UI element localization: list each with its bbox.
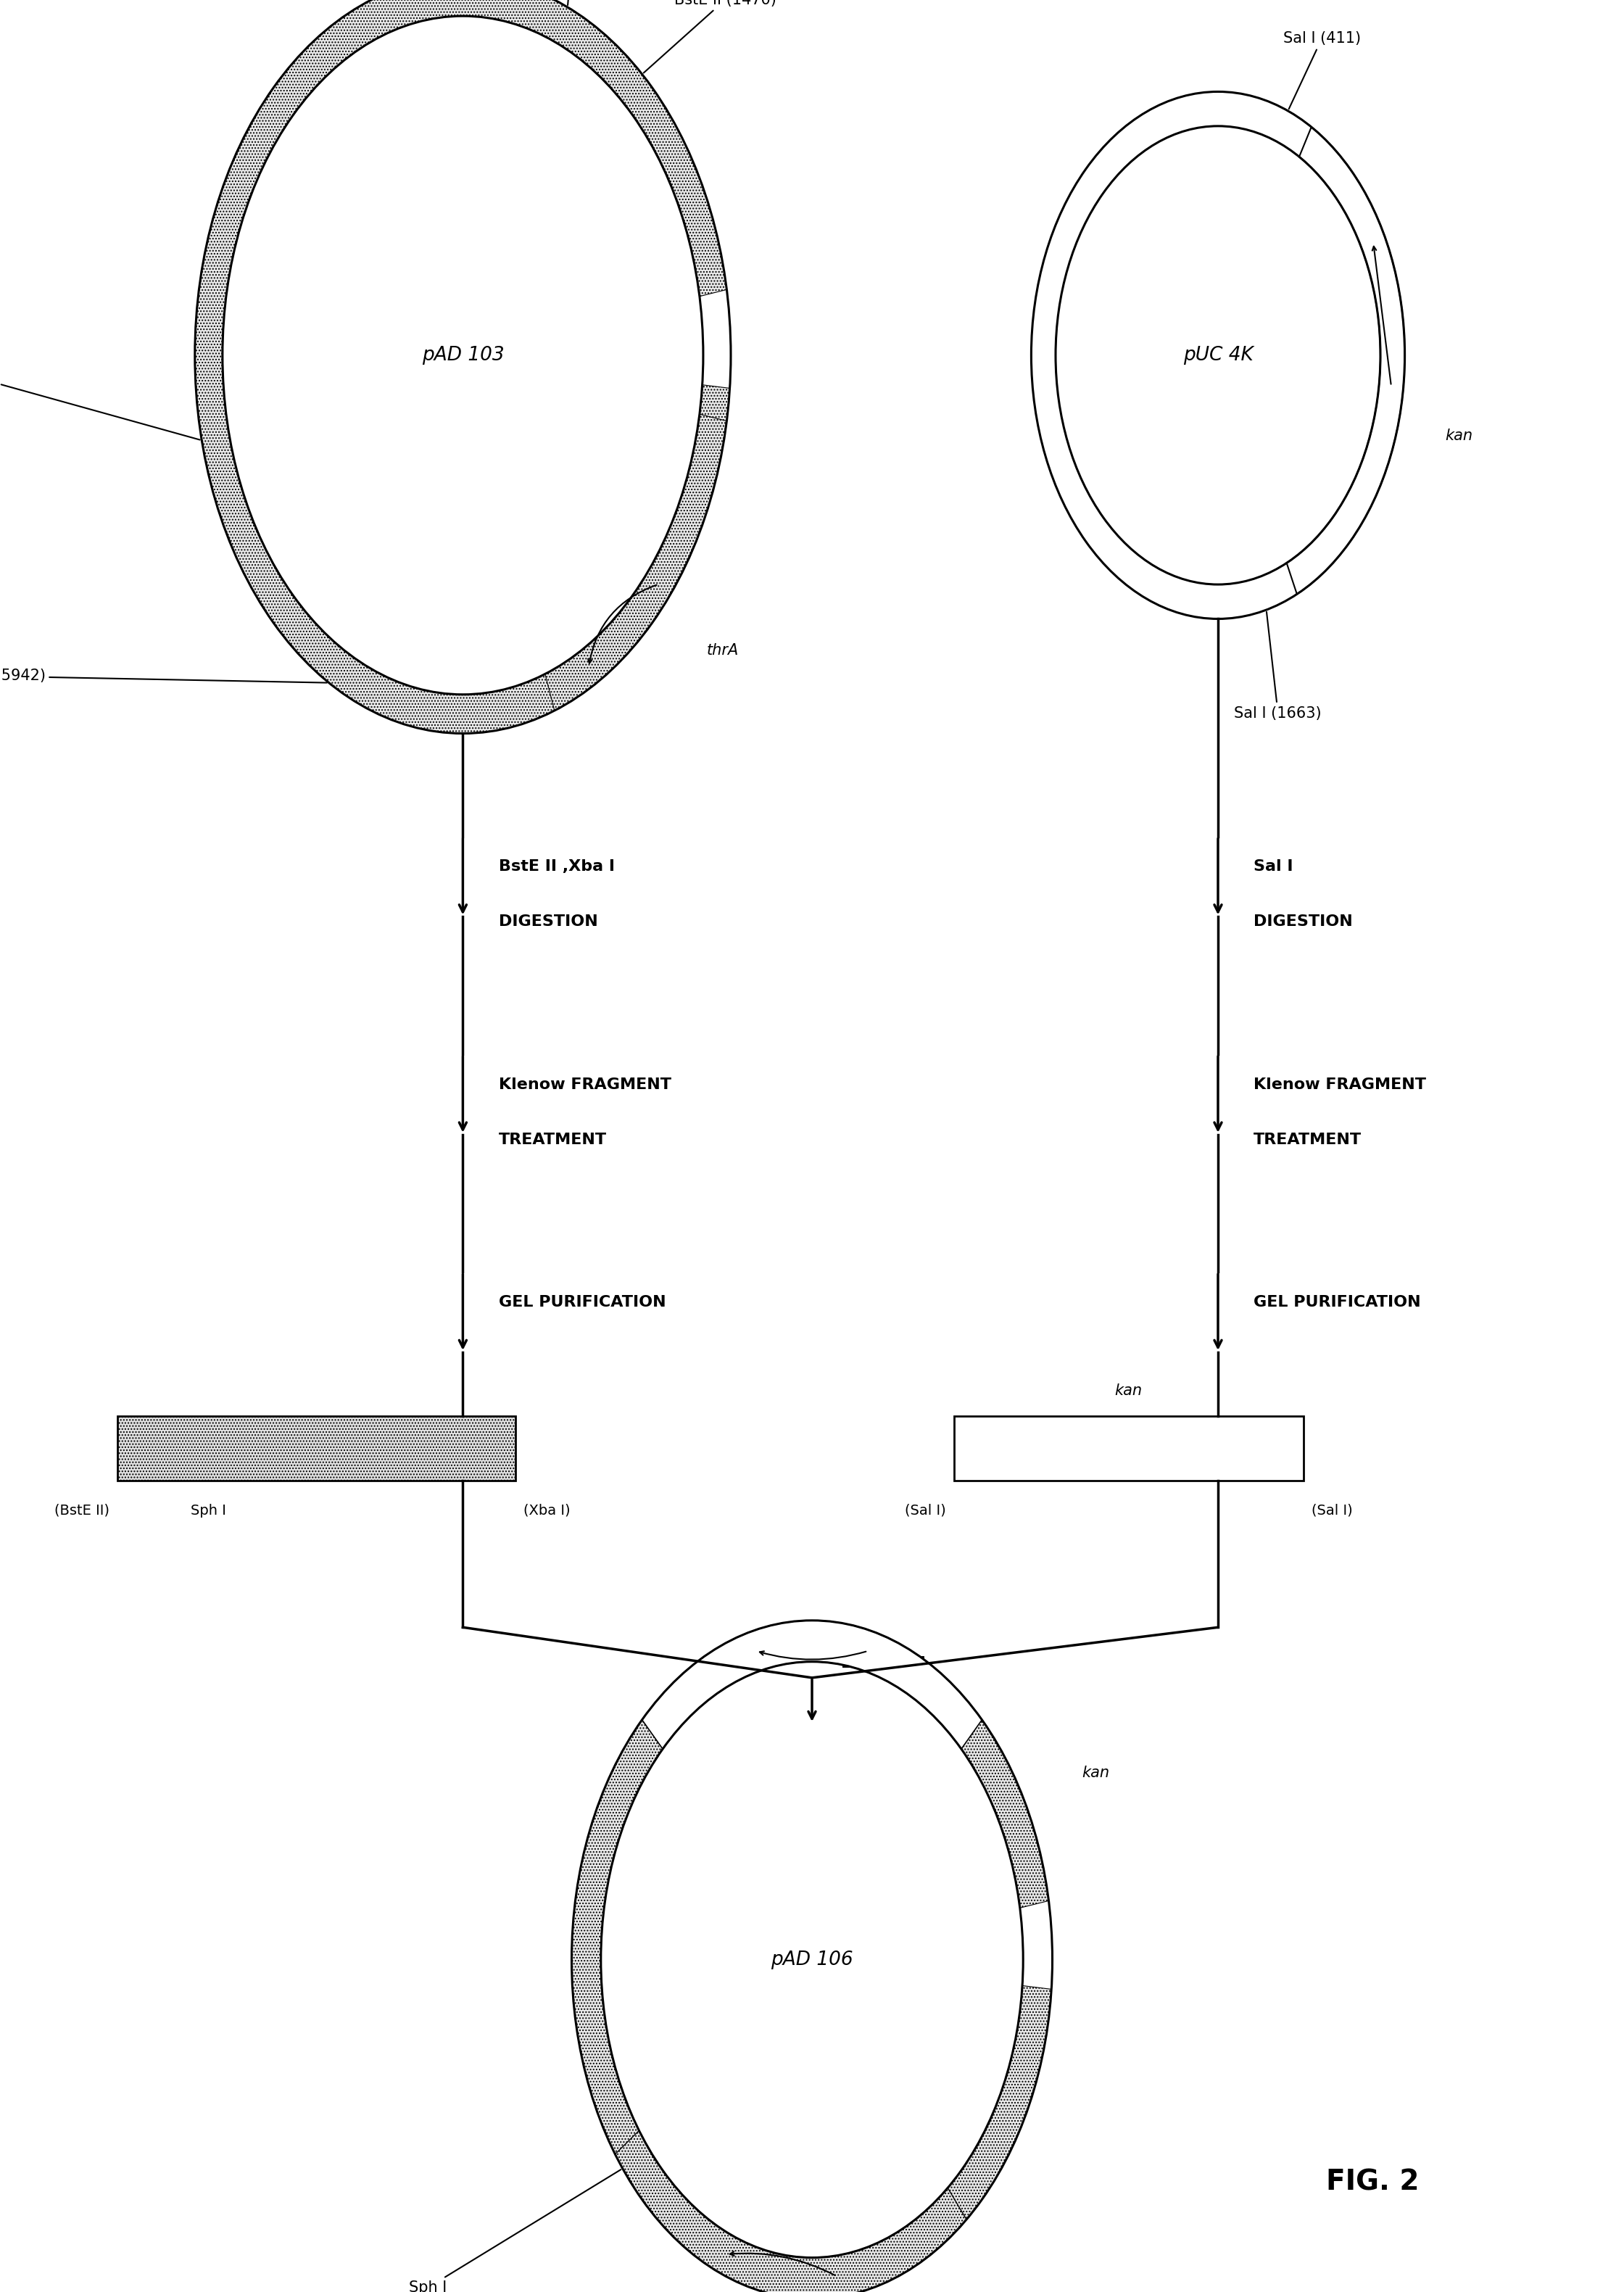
- Text: pAD 106: pAD 106: [771, 1950, 853, 1969]
- Text: kan: kan: [1445, 429, 1473, 442]
- Text: thrA: thrA: [706, 644, 739, 658]
- Text: kan: kan: [1082, 1765, 1109, 1781]
- Text: Sph I: Sph I: [409, 2171, 620, 2292]
- Text: GEL PURIFICATION: GEL PURIFICATION: [499, 1295, 666, 1309]
- Wedge shape: [1031, 92, 1405, 619]
- Text: pUC 4K: pUC 4K: [1182, 346, 1254, 364]
- Text: (Sal I): (Sal I): [1312, 1504, 1353, 1517]
- Text: BstE II (1470): BstE II (1470): [643, 0, 776, 73]
- Text: Sph I: Sph I: [192, 1504, 226, 1517]
- Text: TREATMENT: TREATMENT: [1254, 1132, 1363, 1146]
- Text: kan: kan: [1114, 1384, 1143, 1398]
- Wedge shape: [1286, 126, 1405, 594]
- Text: DIGESTION: DIGESTION: [1254, 915, 1353, 928]
- Bar: [119, 1416, 516, 1481]
- Wedge shape: [572, 1620, 1051, 2292]
- Text: LIGATION: LIGATION: [841, 1657, 926, 1671]
- Text: FIG. 2: FIG. 2: [1325, 2168, 1419, 2196]
- Text: Sal I: Sal I: [1254, 860, 1293, 873]
- Text: Klenow FRAGMENT: Klenow FRAGMENT: [499, 1077, 671, 1091]
- Text: Sal I (1663): Sal I (1663): [1234, 612, 1322, 720]
- Wedge shape: [615, 2132, 966, 2292]
- Bar: [953, 1416, 1302, 1481]
- Text: TREATMENT: TREATMENT: [499, 1132, 607, 1146]
- Text: Sph I: Sph I: [0, 371, 200, 440]
- Text: GEL PURIFICATION: GEL PURIFICATION: [1254, 1295, 1421, 1309]
- Text: Sal I (411): Sal I (411): [1283, 32, 1361, 110]
- Text: BstE II (5942): BstE II (5942): [0, 669, 326, 683]
- Text: (Xba I): (Xba I): [523, 1504, 570, 1517]
- Text: Klenow FRAGMENT: Klenow FRAGMENT: [1254, 1077, 1426, 1091]
- Wedge shape: [546, 415, 726, 711]
- Wedge shape: [641, 1620, 983, 1749]
- Text: Sph I: Sph I: [560, 0, 598, 5]
- Text: pAD 103: pAD 103: [422, 346, 503, 364]
- Wedge shape: [195, 0, 729, 733]
- Text: (Sal I): (Sal I): [905, 1504, 945, 1517]
- Text: (BstE II): (BstE II): [55, 1504, 110, 1517]
- Text: BstE II ,Xba I: BstE II ,Xba I: [499, 860, 614, 873]
- Text: DIGESTION: DIGESTION: [499, 915, 598, 928]
